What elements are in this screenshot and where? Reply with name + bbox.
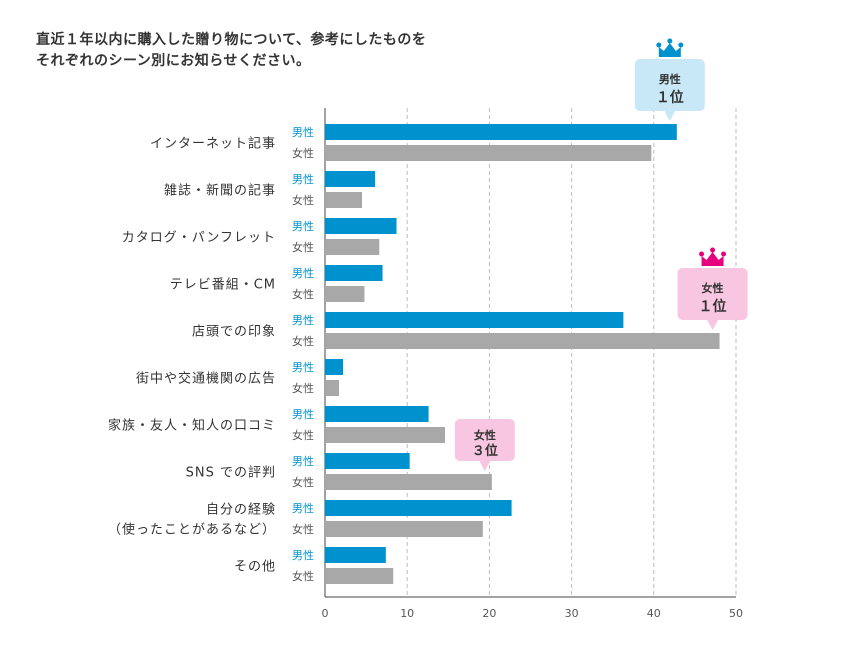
category-label-8-1: （使ったことがあるなど） <box>108 522 276 538</box>
bar-4-0 <box>325 312 624 328</box>
callout-bubble-2 <box>454 419 515 461</box>
bar-2-1 <box>325 239 380 255</box>
series-label-6-0: 男性 <box>292 407 314 421</box>
series-label-0-1: 女性 <box>292 146 314 160</box>
x-tick-label-30: 30 <box>565 607 579 620</box>
bar-0-1 <box>325 145 652 161</box>
crown-icon-1-jewel-2 <box>721 251 727 257</box>
chart-title-line-1: 直近１年以内に購入した贈り物について、参考にしたものを <box>36 32 427 48</box>
series-label-4-0: 男性 <box>292 313 314 327</box>
bar-5-1 <box>325 380 339 396</box>
callout-top-label-0: 男性 <box>659 72 681 86</box>
series-label-5-1: 女性 <box>292 381 314 395</box>
chart-title-line-2: それぞれのシーン別にお知らせください。 <box>36 53 311 69</box>
bar-8-0 <box>325 500 512 516</box>
callout-top-label-1: 女性 <box>702 281 724 295</box>
bar-2-0 <box>325 218 397 234</box>
crown-icon-0 <box>658 43 681 57</box>
series-label-3-0: 男性 <box>292 266 314 280</box>
bar-1-0 <box>325 171 376 187</box>
category-label-1: 雑誌・新聞の記事 <box>164 183 276 199</box>
series-label-1-1: 女性 <box>292 193 314 207</box>
category-label-3: テレビ番組・CM <box>170 278 276 293</box>
crown-icon-1 <box>701 252 724 266</box>
x-tick-label-20: 20 <box>482 607 496 620</box>
category-label-4: 店頭での印象 <box>192 325 276 340</box>
bar-0-0 <box>325 124 677 140</box>
series-label-2-1: 女性 <box>292 240 314 254</box>
category-label-5: 街中や交通機関の広告 <box>136 371 276 387</box>
series-label-4-1: 女性 <box>292 334 314 348</box>
series-label-7-1: 女性 <box>292 475 314 489</box>
callout-pointer-1 <box>706 319 719 330</box>
callout-top-label-2: 女性 <box>474 428 496 442</box>
callout-bubble-1 <box>677 268 748 320</box>
series-label-2-0: 男性 <box>292 219 314 233</box>
series-label-0-0: 男性 <box>292 125 314 139</box>
category-label-6: 家族・友人・知人の口コミ <box>108 418 276 434</box>
bar-3-0 <box>325 265 383 281</box>
series-label-8-0: 男性 <box>292 501 314 515</box>
category-label-0: インターネット記事 <box>150 136 276 152</box>
callout-pointer-0 <box>663 110 676 121</box>
series-label-9-1: 女性 <box>292 569 314 583</box>
series-label-3-1: 女性 <box>292 287 314 301</box>
bar-1-1 <box>325 192 362 208</box>
bar-5-0 <box>325 359 344 375</box>
bar-7-0 <box>325 453 410 469</box>
crown-icon-0-jewel-1 <box>667 38 673 44</box>
bar-9-0 <box>325 547 386 563</box>
x-tick-label-50: 50 <box>729 607 743 620</box>
category-label-8-0: 自分の経験 <box>206 503 276 518</box>
callout-bottom-label-2: ３位 <box>472 443 498 459</box>
callout-bottom-label-0: １位 <box>656 89 684 106</box>
chart-title: 直近１年以内に購入した贈り物について、参考にしたものを それぞれのシーン別にお知… <box>36 30 426 72</box>
crown-icon-1-jewel-0 <box>699 251 705 257</box>
category-label-9: その他 <box>234 560 276 575</box>
bar-4-1 <box>325 333 720 349</box>
series-label-5-0: 男性 <box>292 360 314 374</box>
bar-6-1 <box>325 427 446 443</box>
bar-8-1 <box>325 521 483 537</box>
series-label-8-1: 女性 <box>292 522 314 536</box>
category-label-2: カタログ・パンフレット <box>122 231 276 246</box>
callout-pointer-2 <box>478 460 491 471</box>
x-tick-label-40: 40 <box>647 607 661 620</box>
callout-bottom-label-1: １位 <box>699 298 727 315</box>
bar-3-1 <box>325 286 365 302</box>
x-tick-label-10: 10 <box>400 607 414 620</box>
x-tick-label-0: 0 <box>322 607 329 620</box>
bar-6-0 <box>325 406 429 422</box>
category-label-7: SNS での評判 <box>186 466 276 481</box>
crown-icon-1-jewel-1 <box>710 247 716 253</box>
series-label-6-1: 女性 <box>292 428 314 442</box>
bar-9-1 <box>325 568 394 584</box>
bar-7-1 <box>325 474 492 490</box>
crown-icon-0-jewel-2 <box>678 42 684 48</box>
series-label-7-0: 男性 <box>292 454 314 468</box>
crown-icon-0-jewel-0 <box>656 42 662 48</box>
callout-bubble-0 <box>634 59 705 111</box>
series-label-1-0: 男性 <box>292 172 314 186</box>
series-label-9-0: 男性 <box>292 548 314 562</box>
